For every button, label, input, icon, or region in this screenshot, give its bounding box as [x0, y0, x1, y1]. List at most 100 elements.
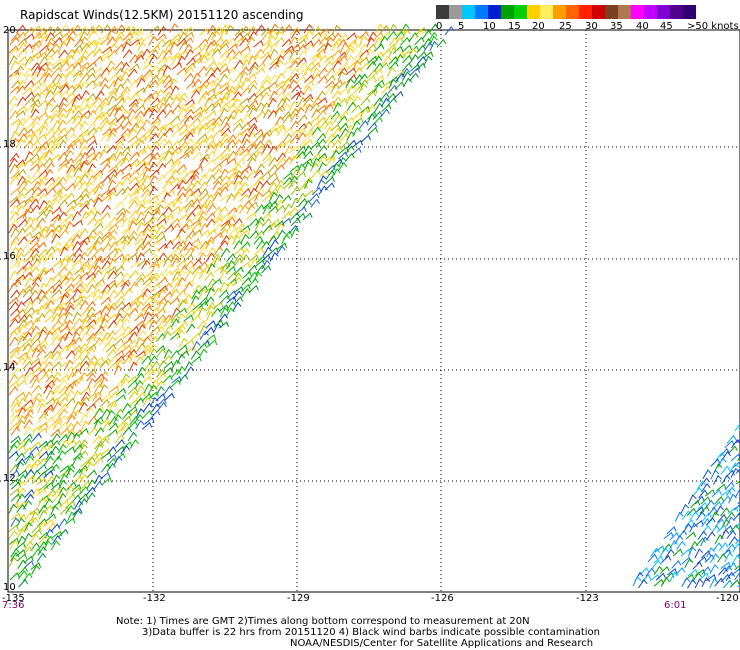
wind-barb — [36, 256, 46, 268]
wind-barb — [275, 54, 285, 65]
wind-barb — [135, 242, 146, 252]
wind-barb — [45, 389, 55, 400]
wind-barb — [303, 120, 313, 131]
wind-barb — [149, 169, 160, 178]
wind-barb — [23, 532, 33, 543]
wind-barb — [246, 212, 257, 220]
wind-barb — [128, 307, 139, 317]
wind-barb — [136, 77, 146, 88]
wind-barb — [22, 331, 33, 341]
wind-barb — [115, 157, 126, 167]
wind-barb — [129, 361, 138, 372]
wind-barb — [309, 116, 320, 125]
wind-barb — [73, 180, 83, 190]
wind-barb — [213, 36, 224, 46]
wind-barb — [114, 60, 125, 70]
wind-barb — [10, 289, 20, 299]
wind-barb — [218, 73, 229, 84]
wind-barb — [148, 391, 159, 400]
wind-barb — [22, 87, 33, 95]
wind-barb — [10, 236, 20, 246]
wind-barb — [45, 374, 56, 383]
wind-barb — [44, 455, 54, 465]
wind-barb — [64, 213, 75, 222]
wind-barb — [100, 357, 111, 366]
wind-barb — [282, 133, 293, 143]
wind-barb — [141, 421, 153, 430]
wind-barb — [45, 176, 56, 186]
wind-barb — [127, 235, 137, 245]
wind-barb — [44, 528, 54, 539]
wind-barb — [50, 540, 60, 550]
wind-barb — [113, 455, 123, 466]
wind-barb — [155, 368, 166, 378]
wind-barb — [191, 229, 202, 237]
wind-barb — [9, 270, 19, 281]
wind-barb — [150, 263, 160, 274]
wind-barb — [121, 234, 131, 245]
wind-barb — [163, 239, 174, 249]
wind-barb — [358, 73, 368, 83]
wind-barb — [66, 252, 77, 261]
time-label-right: 6:01 — [664, 600, 687, 611]
wind-barb — [16, 517, 26, 528]
wind-barb — [17, 55, 28, 65]
wind-barb — [199, 222, 209, 233]
wind-barb — [720, 465, 731, 475]
wind-barb — [71, 104, 82, 114]
wind-barb — [50, 445, 60, 456]
wind-barb — [64, 359, 74, 370]
wind-barb — [234, 187, 244, 197]
wind-barb — [101, 254, 112, 264]
wind-barb — [43, 384, 53, 395]
wind-barb — [73, 317, 83, 328]
wind-barb — [309, 162, 319, 172]
wind-barb — [163, 317, 174, 328]
wind-barb — [183, 72, 194, 82]
wind-barb — [99, 83, 109, 93]
lon-label-126: -126 — [431, 593, 454, 604]
wind-barb — [30, 204, 41, 214]
wind-barb — [352, 60, 362, 70]
wind-barb — [64, 174, 74, 185]
wind-barb — [65, 182, 76, 192]
wind-barb — [87, 163, 97, 174]
wind-barb — [177, 344, 188, 353]
wind-barb — [15, 247, 25, 258]
wind-barb — [206, 24, 217, 35]
wind-barb — [99, 289, 109, 300]
wind-barb — [57, 414, 68, 424]
wind-barb — [72, 439, 83, 449]
wind-barb — [107, 313, 118, 322]
wind-barb — [170, 95, 181, 106]
wind-barb — [134, 320, 145, 329]
wind-barb — [36, 368, 47, 377]
wind-barb — [219, 67, 230, 76]
wind-barb — [99, 101, 109, 112]
wind-barb — [45, 41, 54, 52]
lat-lon-grid — [0, 30, 740, 592]
wind-barb — [17, 469, 28, 477]
wind-barb — [331, 24, 341, 35]
wind-barb — [16, 331, 27, 341]
colorbar-label: 15 — [508, 21, 521, 32]
wind-barb — [86, 343, 97, 352]
wind-barb — [120, 133, 131, 143]
wind-barb — [9, 261, 21, 269]
wind-barb — [87, 139, 98, 148]
wind-barb — [101, 259, 111, 270]
wind-barb — [120, 71, 130, 82]
wind-barb — [190, 238, 201, 246]
wind-barb — [79, 193, 90, 202]
wind-barb — [16, 161, 27, 172]
wind-barb — [317, 97, 328, 105]
wind-barb — [184, 122, 196, 131]
wind-barb — [724, 551, 734, 563]
lon-label-135: -135 — [2, 593, 25, 604]
wind-barb — [241, 51, 252, 60]
wind-barb — [282, 83, 293, 94]
wind-barb — [92, 126, 103, 136]
wind-barb — [255, 101, 265, 112]
wind-barb — [731, 554, 740, 565]
wind-barb — [702, 469, 712, 480]
